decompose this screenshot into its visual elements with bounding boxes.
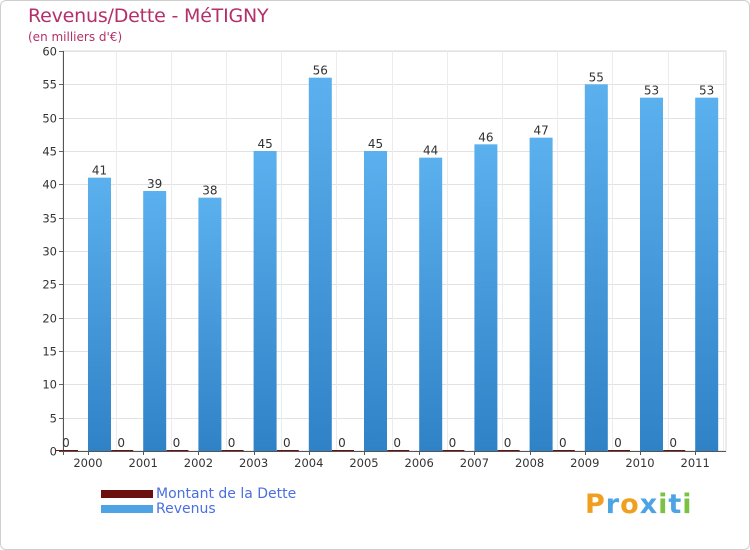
bar-dette-2002 bbox=[166, 450, 189, 451]
bar-dette-2010 bbox=[608, 450, 630, 451]
bar-revenus-2005 bbox=[364, 151, 387, 451]
bar-dette-2009 bbox=[552, 450, 575, 451]
logo-letter-5: t bbox=[668, 489, 683, 520]
value-label-revenus-2009: 55 bbox=[589, 70, 604, 84]
logo-letter-2: o bbox=[620, 489, 640, 520]
axes bbox=[59, 51, 726, 455]
value-label-revenus-2011: 53 bbox=[699, 84, 714, 98]
bar-dette-2007 bbox=[442, 450, 465, 451]
legend-label-revenus: Revenus bbox=[156, 501, 216, 517]
value-label-dette-2000: 0 bbox=[62, 436, 70, 450]
xtick-label-2008: 2008 bbox=[515, 456, 544, 470]
value-label-dette-2009: 0 bbox=[559, 436, 567, 450]
value-label-revenus-2003: 45 bbox=[257, 137, 272, 151]
bars bbox=[56, 77, 719, 452]
ytick-label-20: 20 bbox=[42, 312, 57, 326]
bar-dette-2005 bbox=[332, 450, 354, 451]
bar-dette-2006 bbox=[387, 450, 410, 451]
value-label-revenus-2007: 46 bbox=[478, 130, 493, 144]
value-label-dette-2010: 0 bbox=[614, 436, 622, 450]
chart-title: Revenus/Dette - MéTIGNY bbox=[28, 5, 269, 27]
logo-letter-3: x bbox=[639, 489, 659, 520]
bar-revenus-2003 bbox=[253, 151, 277, 451]
ytick-label-55: 55 bbox=[42, 78, 57, 92]
ytick-label-60: 60 bbox=[42, 45, 57, 59]
logo-letter-0: P bbox=[585, 489, 606, 520]
ytick-label-45: 45 bbox=[42, 145, 57, 159]
xtick-label-2010: 2010 bbox=[625, 456, 654, 470]
value-label-dette-2003: 0 bbox=[228, 436, 236, 450]
ytick-label-10: 10 bbox=[42, 378, 57, 392]
bar-dette-2011 bbox=[663, 450, 686, 451]
value-label-revenus-2001: 39 bbox=[147, 177, 162, 191]
bar-revenus-2004 bbox=[308, 77, 332, 452]
xtick-label-2004: 2004 bbox=[294, 456, 323, 470]
ytick-label-35: 35 bbox=[42, 212, 57, 226]
value-label-revenus-2008: 47 bbox=[533, 124, 548, 138]
ytick-label-15: 15 bbox=[42, 345, 57, 359]
xtick-label-2009: 2009 bbox=[570, 456, 599, 470]
value-label-dette-2008: 0 bbox=[504, 436, 512, 450]
value-label-dette-2001: 0 bbox=[117, 436, 125, 450]
ytick-label-0: 0 bbox=[50, 445, 57, 459]
bar-dette-2004 bbox=[276, 450, 299, 451]
value-label-revenus-2000: 41 bbox=[92, 164, 107, 178]
bar-revenus-2001 bbox=[143, 191, 167, 451]
logo-letter-1: r bbox=[605, 489, 621, 520]
xtick-label-2001: 2001 bbox=[129, 456, 158, 470]
value-label-revenus-2006: 44 bbox=[423, 144, 438, 158]
ytick-label-40: 40 bbox=[42, 178, 57, 192]
ytick-label-30: 30 bbox=[42, 245, 57, 259]
bar-revenus-2009 bbox=[584, 84, 608, 451]
xtick-label-2005: 2005 bbox=[349, 456, 378, 470]
bar-dette-2000 bbox=[56, 450, 78, 451]
bar-dette-2001 bbox=[111, 450, 134, 451]
value-label-revenus-2002: 38 bbox=[202, 184, 217, 198]
xtick-label-2002: 2002 bbox=[184, 456, 213, 470]
xtick-label-2006: 2006 bbox=[405, 456, 434, 470]
xtick-label-2007: 2007 bbox=[460, 456, 489, 470]
ytick-label-25: 25 bbox=[42, 278, 57, 292]
bar-revenus-2002 bbox=[198, 197, 222, 451]
labels: 0510152025303540455055602000041200103920… bbox=[42, 45, 714, 471]
bar-revenus-2008 bbox=[529, 137, 553, 451]
logo-letter-6: i bbox=[682, 489, 693, 520]
bar-revenus-2007 bbox=[474, 144, 498, 452]
bar-dette-2003 bbox=[221, 450, 244, 451]
ytick-label-50: 50 bbox=[42, 112, 57, 126]
bar-dette-2008 bbox=[497, 450, 520, 451]
legend-label-dette: Montant de la Dette bbox=[156, 486, 297, 502]
value-label-revenus-2005: 45 bbox=[368, 137, 383, 151]
proxiti-logo: Proxiti bbox=[585, 489, 693, 520]
value-label-dette-2002: 0 bbox=[173, 436, 181, 450]
value-label-dette-2004: 0 bbox=[283, 436, 291, 450]
bar-revenus-2010 bbox=[640, 97, 663, 452]
value-label-dette-2006: 0 bbox=[393, 436, 401, 450]
xtick-label-2000: 2000 bbox=[73, 456, 102, 470]
value-label-revenus-2010: 53 bbox=[644, 84, 659, 98]
value-label-dette-2005: 0 bbox=[338, 436, 346, 450]
bar-revenus-2011 bbox=[695, 97, 719, 452]
bar-revenus-2006 bbox=[419, 157, 443, 451]
value-label-dette-2011: 0 bbox=[669, 436, 677, 450]
grid-lines bbox=[62, 50, 727, 452]
xtick-label-2011: 2011 bbox=[681, 456, 710, 470]
logo-letter-4: i bbox=[658, 489, 669, 520]
ytick-label-5: 5 bbox=[50, 412, 57, 426]
value-label-dette-2007: 0 bbox=[449, 436, 457, 450]
xtick-label-2003: 2003 bbox=[239, 456, 268, 470]
legend-swatch-dette bbox=[101, 490, 153, 498]
value-label-revenus-2004: 56 bbox=[313, 64, 328, 78]
legend-swatch-revenus bbox=[101, 505, 153, 513]
chart-subtitle: (en milliers d'€) bbox=[28, 30, 123, 44]
bar-revenus-2000 bbox=[88, 177, 111, 451]
